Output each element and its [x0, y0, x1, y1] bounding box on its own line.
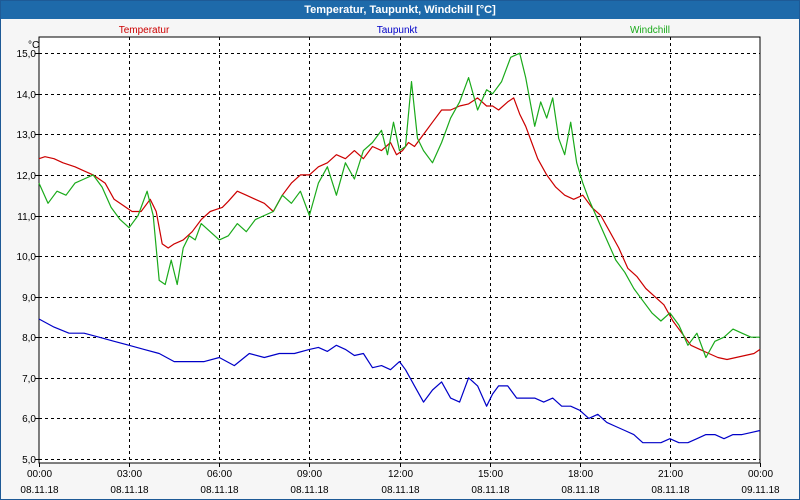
x-tick-date-label: 08.11.18: [471, 485, 510, 496]
x-tick-time-label: 00:00: [748, 469, 773, 480]
plot-area: [38, 36, 761, 464]
series-line-taupunkt: [38, 318, 761, 444]
y-tick-label: 5,0: [22, 455, 36, 466]
x-axis-ticks: 00:00 08.11.18 03:00 08.11.18 06:00 08.11.18 0…: [20, 463, 780, 496]
x-tick-time-label: 03:00: [117, 469, 142, 480]
x-tick-date-label: 08.11.18: [651, 485, 690, 496]
series-line-temperatur: [38, 97, 761, 361]
x-tick-date-label: 09.11.18: [741, 485, 780, 496]
x-tick-date-label: 08.11.18: [200, 485, 239, 496]
legend-entry-windchill: Windchill: [630, 25, 670, 36]
y-tick-label: 12,0: [17, 171, 37, 182]
y-tick-label: 7,0: [22, 374, 36, 385]
x-tick-time-label: 18:00: [568, 469, 593, 480]
x-tick-time-label: 09:00: [297, 469, 322, 480]
x-tick-date-label: 08.11.18: [110, 485, 149, 496]
y-axis-ticks: 5,0 6,0 7,0 8,0 9,0 10,0 11,0 12,0 13,0 14,0 15,0: [17, 49, 39, 466]
y-tick-label: 9,0: [22, 293, 36, 304]
x-tick-date-label: 08.11.18: [381, 485, 420, 496]
y-axis-label: °C: [28, 40, 39, 51]
x-tick-time-label: 00:00: [27, 469, 52, 480]
x-tick-time-label: 15:00: [478, 469, 503, 480]
y-tick-label: 14,0: [17, 90, 37, 101]
y-tick-label: 15,0: [17, 49, 37, 60]
x-tick-time-label: 21:00: [658, 469, 683, 480]
legend-entry-taupunkt: Taupunkt: [377, 25, 418, 36]
y-tick-label: 11,0: [17, 212, 36, 223]
x-tick-time-label: 06:00: [207, 469, 232, 480]
x-tick-time-label: 12:00: [388, 469, 413, 480]
y-tick-label: 10,0: [17, 252, 37, 263]
y-tick-label: 8,0: [22, 333, 36, 344]
x-tick-date-label: 08.11.18: [20, 485, 59, 496]
x-tick-date-label: 08.11.18: [290, 485, 329, 496]
window-title: Temperatur, Taupunkt, Windchill [°C]: [1, 1, 799, 19]
y-tick-label: 6,0: [22, 414, 36, 425]
series-lines: [38, 52, 761, 444]
series-line-windchill: [38, 52, 760, 359]
legend-entry-temperatur: Temperatur: [119, 25, 170, 36]
x-tick-date-label: 08.11.18: [561, 485, 600, 496]
legend: Temperatur Taupunkt Windchill: [119, 25, 670, 36]
y-tick-label: 13,0: [17, 130, 37, 141]
